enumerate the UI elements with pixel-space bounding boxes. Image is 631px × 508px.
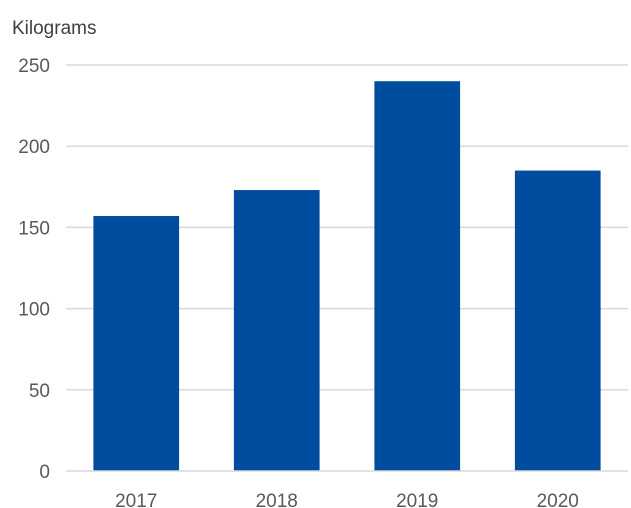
y-tick-label: 250 (18, 56, 50, 77)
x-tick-label: 2020 (537, 491, 579, 508)
x-tick-label: 2017 (115, 491, 157, 508)
x-axis-ticks: 2017 2018 2019 2020 (115, 491, 579, 508)
y-tick-label: 200 (18, 137, 50, 158)
y-axis-unit-label: Kilograms (12, 18, 96, 39)
x-tick-label: 2019 (396, 491, 438, 508)
y-tick-label: 50 (29, 381, 50, 402)
bar-2020 (514, 170, 601, 471)
bar-2018 (233, 190, 320, 471)
x-tick-label: 2018 (256, 491, 298, 508)
y-tick-label: 0 (39, 462, 50, 483)
bar-2019 (374, 81, 461, 472)
bar-2017 (93, 216, 180, 471)
bars (93, 81, 601, 472)
y-tick-label: 100 (18, 300, 50, 321)
y-tick-label: 150 (18, 218, 50, 239)
y-axis-ticks: 0 50 100 150 200 250 (18, 56, 50, 483)
